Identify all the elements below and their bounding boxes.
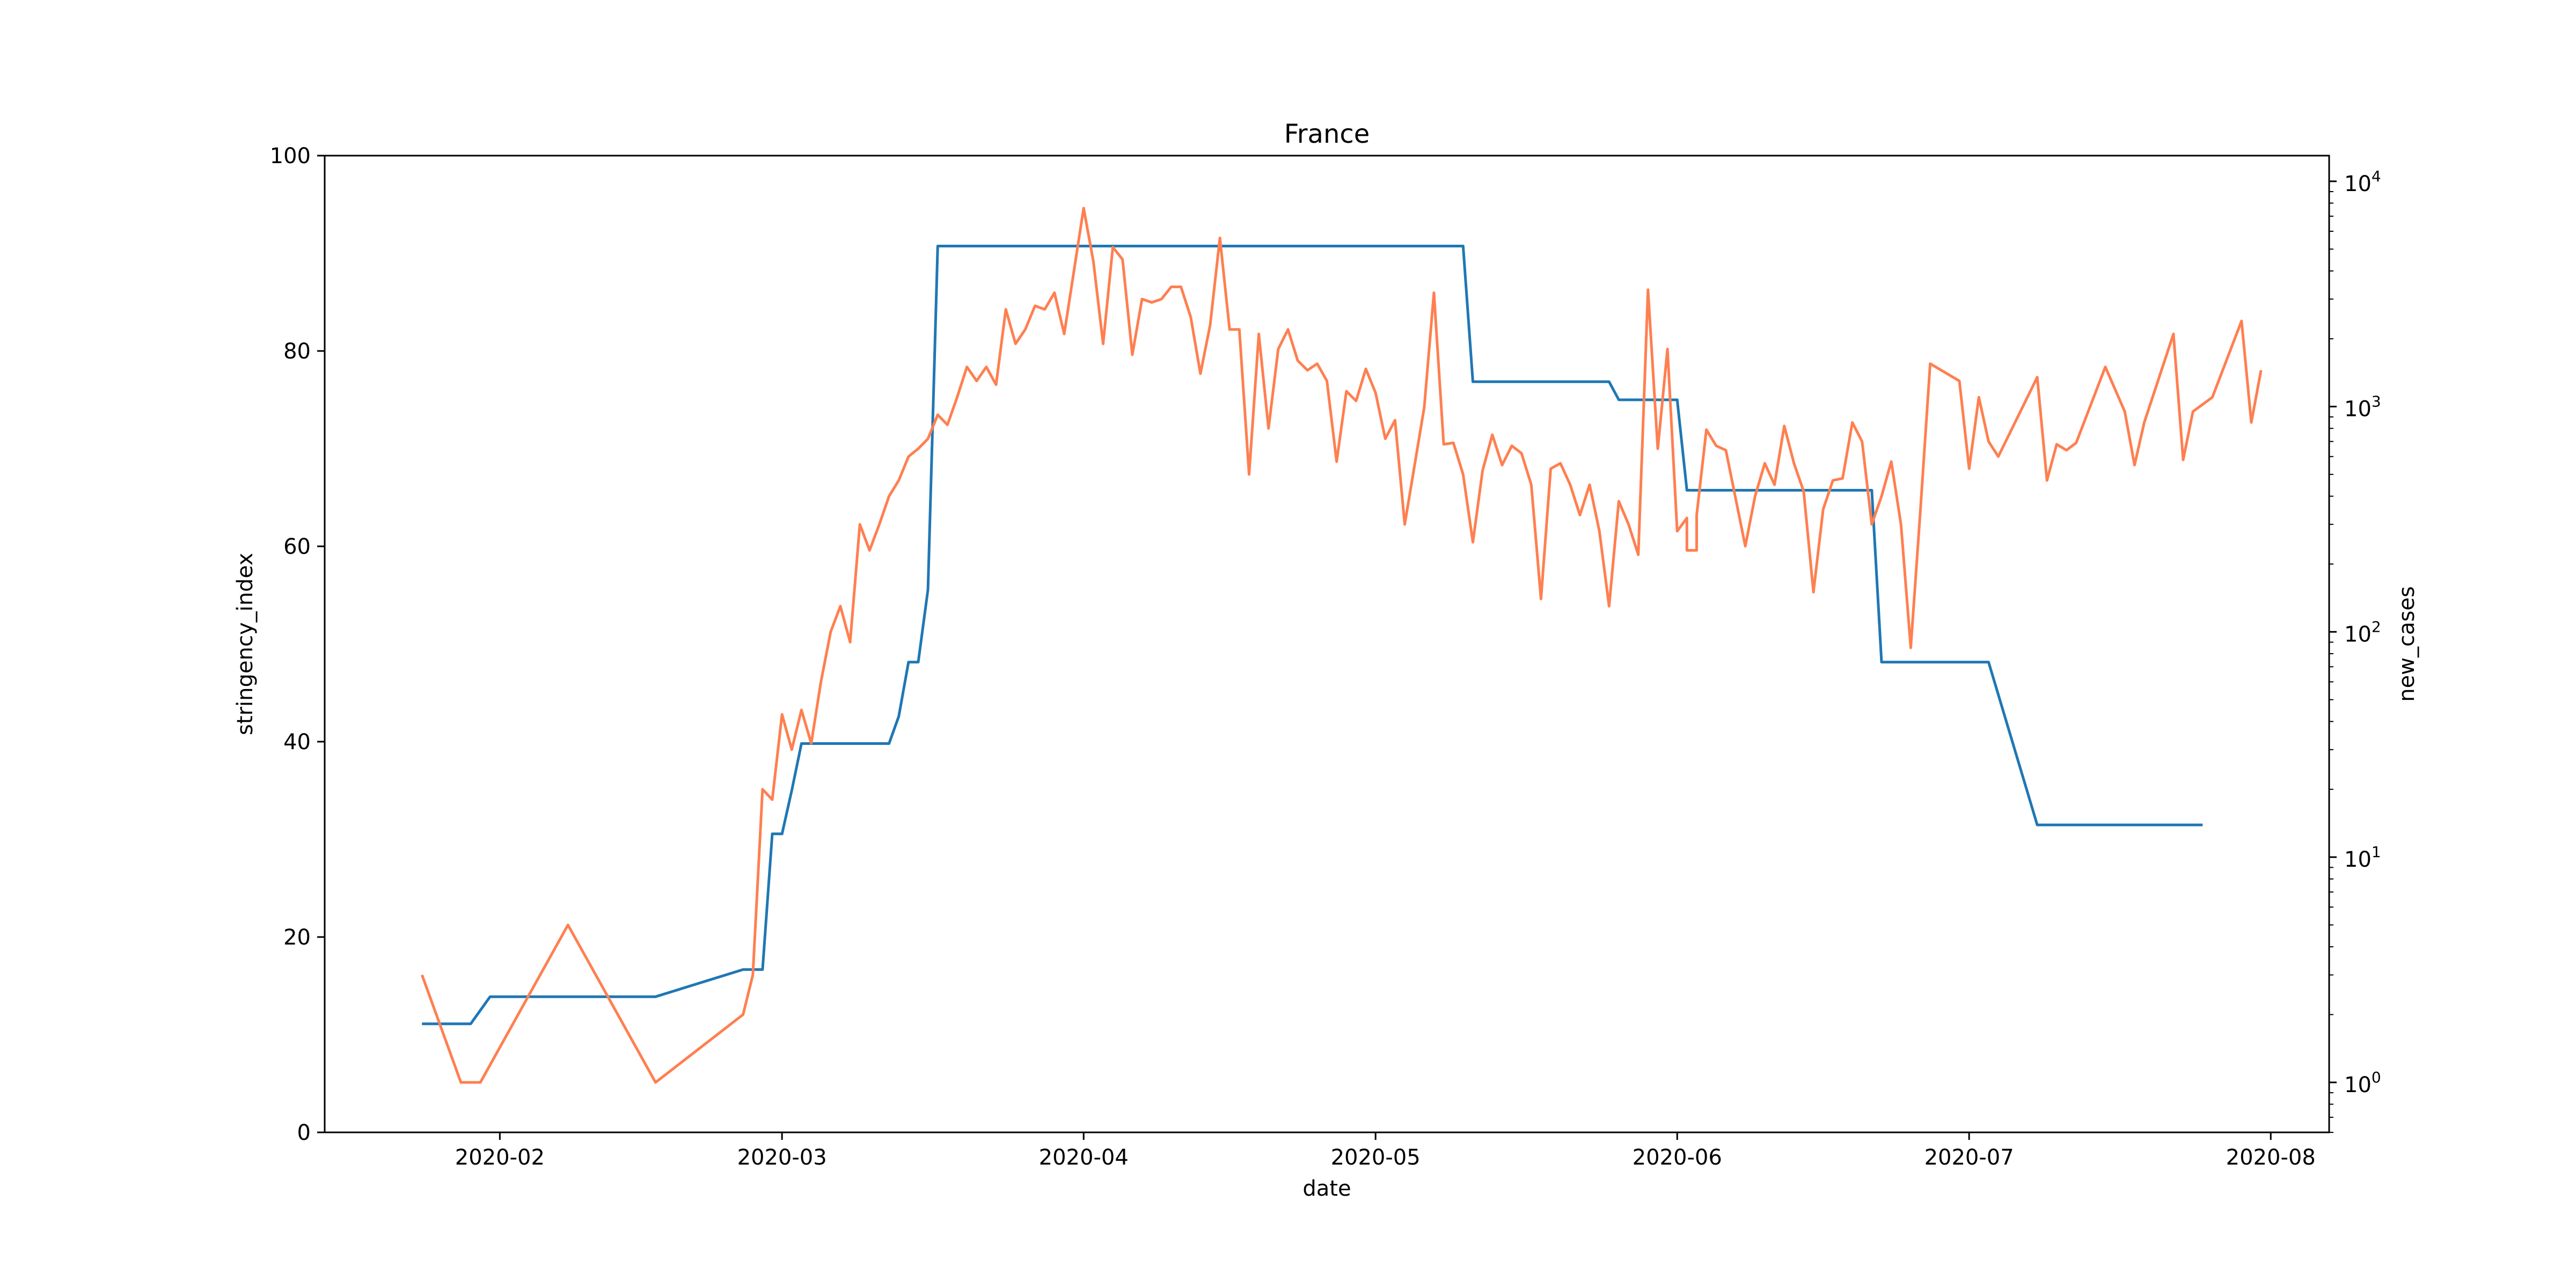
y2-tick-label: 100 (2344, 1069, 2381, 1097)
x-tick-label: 2020-05 (1331, 1145, 1421, 1170)
stringency-index-line (422, 245, 2203, 1026)
plot-frame (324, 155, 2330, 1133)
y2-tick-label: 102 (2344, 618, 2381, 647)
y-tick-label: 100 (270, 144, 311, 169)
chart-title: France (1284, 119, 1370, 149)
x-tick-label: 2020-07 (1924, 1145, 2014, 1170)
y2-tick-label: 101 (2344, 843, 2381, 872)
y2-axis-label: new_cases (2395, 586, 2419, 701)
y-tick-label: 20 (283, 925, 311, 950)
y-tick-label: 80 (283, 339, 311, 364)
x-tick-label: 2020-02 (455, 1145, 545, 1170)
y2-tick-label: 104 (2344, 167, 2381, 196)
x-tick-label: 2020-03 (737, 1145, 827, 1170)
series-layer (420, 207, 2263, 1084)
axes-layer: 2020-02 2020-03 2020-04 2020-05 2020-06 2020-… (270, 144, 2381, 1170)
y-tick-label: 0 (297, 1121, 311, 1145)
y-tick-label: 60 (283, 535, 311, 559)
x-axis-label: date (1302, 1176, 1351, 1201)
new-cases-line (420, 207, 2263, 1084)
y-tick-label: 40 (283, 730, 311, 755)
y-axis-label: stringency_index (233, 553, 258, 735)
x-tick-label: 2020-06 (1633, 1145, 1722, 1170)
y2-tick-label: 103 (2344, 393, 2381, 422)
x-tick-label: 2020-04 (1039, 1145, 1129, 1170)
x-tick-label: 2020-08 (2226, 1145, 2316, 1170)
